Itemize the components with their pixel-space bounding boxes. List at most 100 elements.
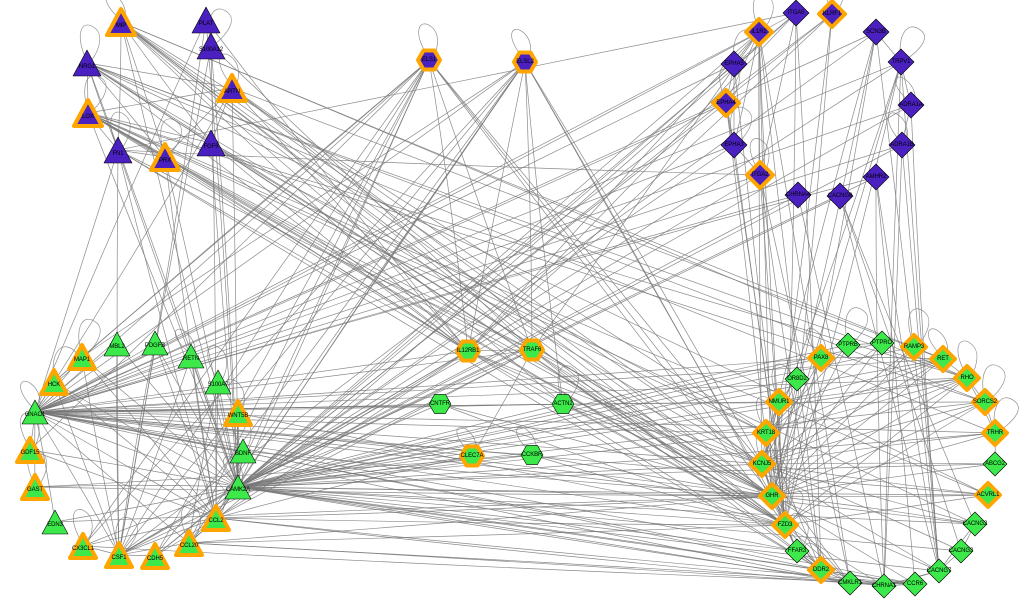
network-node-epha4[interactable]: EPHA4 (711, 88, 741, 118)
network-node-fzd3[interactable]: FZD3 (771, 511, 799, 539)
network-node-fn1[interactable]: FN1 (103, 135, 133, 165)
network-node-cntfr[interactable]: CNTFR (428, 392, 452, 416)
node-shape-diamond (744, 17, 774, 47)
network-node-epha3[interactable]: EPHA3 (720, 131, 748, 159)
network-node-trpv1[interactable]: TRPV1 (887, 48, 915, 76)
network-node-adra1b[interactable]: ADRA1B (888, 131, 916, 159)
node-shape-diamond (782, 0, 810, 27)
network-node-cacng7[interactable]: CACNG7 (926, 558, 952, 584)
network-node-ccl20[interactable]: CCL20 (174, 529, 204, 557)
network-node-itga2[interactable]: ITGA2 (745, 160, 775, 190)
network-node-wnt5b[interactable]: WNT5B (223, 399, 253, 427)
node-shape-diamond (826, 182, 854, 210)
network-node-artn[interactable]: ARTN (216, 73, 248, 103)
network-node-cmklr1[interactable]: CMKLR1 (837, 570, 863, 596)
node-shape-diamond (862, 163, 890, 191)
network-node-ddr2[interactable]: DDR2 (807, 556, 835, 584)
node-shape-diamond (711, 88, 741, 118)
network-node-mip[interactable]: MIP (105, 7, 137, 37)
node-shape-triangle (174, 529, 204, 557)
network-node-gdf15[interactable]: GDF15 (15, 436, 45, 464)
network-node-lox[interactable]: LOX (72, 98, 104, 128)
network-node-scn3b[interactable]: SCN3B (862, 18, 890, 46)
network-node-actn2[interactable]: ACTN2 (551, 392, 575, 416)
network-node-traf6[interactable]: TRAF6 (519, 338, 545, 362)
node-shape-triangle (103, 136, 133, 164)
network-node-cacng2[interactable]: CACNG2 (962, 511, 988, 537)
network-node-epha5[interactable]: EPHA5 (720, 50, 748, 78)
network-node-sorcs2[interactable]: SORCS2 (971, 388, 999, 416)
network-node-ccl2[interactable]: CCL2 (201, 504, 231, 532)
node-shape-diamond (807, 556, 835, 584)
node-shape-triangle (141, 330, 169, 356)
node-shape-diamond (784, 181, 812, 209)
network-node-adra1a[interactable]: ADRA1A (897, 91, 925, 119)
node-shape-triangle (105, 7, 137, 37)
network-node-il1r2[interactable]: IL1R2 (744, 17, 774, 47)
network-node-ghr[interactable]: GHR (758, 482, 786, 510)
network-node-amhr2[interactable]: AMHR2 (862, 163, 890, 191)
network-node-hck[interactable]: HCK (39, 368, 69, 396)
network-node-retn[interactable]: RETN (177, 342, 205, 370)
network-node-bdnf[interactable]: BDNF (229, 437, 257, 465)
network-node-rho[interactable]: RHO (953, 364, 981, 392)
network-node-klrf1[interactable]: KLRF1 (817, 0, 847, 29)
network-node-cacng8[interactable]: CACNG8 (826, 182, 854, 210)
network-node-fgf6[interactable]: FGF6 (196, 128, 226, 158)
node-shape-hexagon (459, 444, 485, 468)
node-shape-triangle (149, 142, 181, 172)
network-node-ffar3[interactable]: FFAR3 (784, 538, 810, 564)
node-shape-diamond (862, 18, 890, 46)
network-node-ramp3[interactable]: RAMP3 (900, 333, 928, 361)
network-node-pax8[interactable]: PAX8 (807, 344, 835, 372)
network-node-cdh5[interactable]: CDH5 (140, 542, 170, 570)
network-node-cckbr[interactable]: CCKBR (520, 443, 544, 467)
node-shape-diamond (929, 345, 957, 373)
network-node-itga5[interactable]: ITGA5 (782, 0, 810, 27)
node-shape-hexagon (512, 50, 538, 74)
node-shape-diamond (720, 131, 748, 159)
network-node-prx[interactable]: PRX (149, 142, 181, 172)
network-node-mbl2[interactable]: MBL2 (103, 330, 131, 358)
network-node-s100a7[interactable]: S100A7 (204, 368, 232, 396)
network-node-krt18[interactable]: KRT18 (752, 419, 780, 447)
node-shape-triangle (201, 504, 231, 532)
network-node-camk2a[interactable]: CAMK2A (224, 473, 252, 501)
node-shape-triangle (72, 98, 104, 128)
network-node-cx3cl1[interactable]: CX3CL1 (68, 532, 98, 560)
network-node-clec7a[interactable]: CLEC7A (459, 444, 485, 468)
network-node-ptpro[interactable]: PTPRO (869, 330, 895, 356)
network-node-acvrl1[interactable]: ACVRL1 (974, 481, 1002, 509)
network-node-pdgfb[interactable]: PDGFB (141, 329, 169, 357)
network-node-ccr6[interactable]: CCR6 (902, 571, 928, 597)
network-node-gnao1[interactable]: GNAO1 (21, 398, 49, 426)
network-node-elsl2[interactable]: ELSL2 (512, 50, 538, 74)
network-node-csf1[interactable]: CSF1 (104, 541, 134, 569)
node-shape-triangle (177, 343, 205, 369)
network-node-edn3[interactable]: EDN3 (41, 508, 69, 536)
network-node-map1[interactable]: MAP1 (67, 343, 97, 371)
network-node-chrna1[interactable]: CHRNA1 (871, 573, 897, 599)
node-shape-diamond (974, 481, 1002, 509)
network-node-ptprb[interactable]: PTPRB (835, 332, 861, 358)
node-shape-diamond (897, 91, 925, 119)
network-node-nrg1[interactable]: NRG1 (72, 48, 102, 78)
node-shape-diamond (837, 570, 863, 596)
network-node-trhr[interactable]: TRHR (981, 419, 1009, 447)
network-node-gast[interactable]: GAST (20, 473, 50, 501)
node-shape-diamond (720, 50, 748, 78)
network-node-nmur1[interactable]: NMUR1 (765, 388, 793, 416)
node-shape-hexagon (428, 394, 452, 414)
node-shape-diamond (745, 160, 775, 190)
network-node-chrna4[interactable]: CHRNA4 (784, 181, 812, 209)
network-node-kcnj5[interactable]: KCNJ5 (748, 450, 776, 478)
network-node-s100a12[interactable]: S100A12 (196, 31, 226, 61)
node-shape-diamond (900, 333, 928, 361)
network-node-abcg2[interactable]: ABCG2 (982, 451, 1008, 477)
network-node-els1[interactable]: ELS1 (416, 48, 442, 72)
node-shape-hexagon (455, 339, 481, 363)
network-node-ret[interactable]: RET (929, 345, 957, 373)
network-node-il12rb1[interactable]: IL12RB1 (455, 339, 481, 363)
